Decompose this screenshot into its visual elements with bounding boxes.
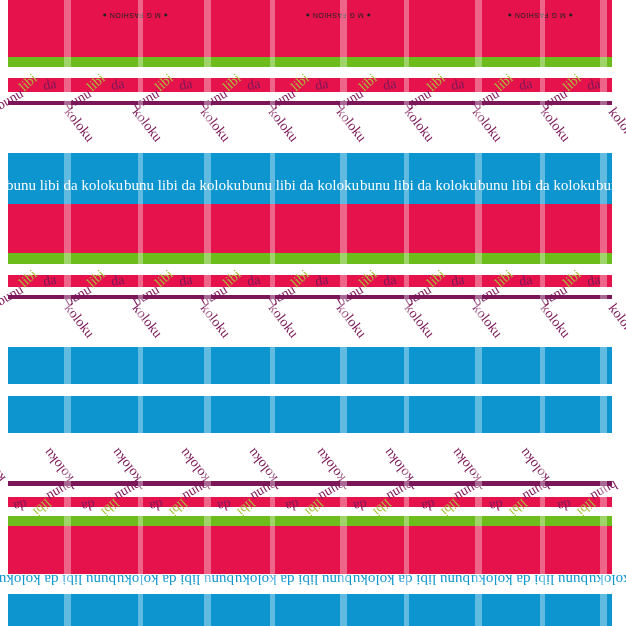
slogan-text: bunu libi da koloku [360, 178, 478, 194]
purple-line [0, 101, 626, 105]
vertical-stripe [204, 0, 211, 626]
zigzag-word: koloku [245, 445, 281, 485]
zigzag-word: da [148, 496, 164, 513]
red-band [0, 204, 626, 253]
zigzag-word: da [284, 496, 300, 513]
zigzag-word: koloku [197, 105, 233, 145]
zigzag-word: koloku [129, 301, 165, 341]
zigzag-word: da [488, 496, 504, 513]
slogan-text: bunu libi da koloku [352, 571, 470, 587]
zigzag-word: da [246, 77, 262, 94]
zigzag-word: da [12, 496, 28, 513]
brand-label: ● M G FASHION ● [102, 11, 168, 18]
green-band [0, 253, 626, 264]
brand-label: ● M G FASHION ● [507, 11, 573, 18]
blue-band [0, 153, 626, 204]
vertical-stripe [540, 0, 545, 626]
vertical-stripe [404, 0, 409, 626]
zigzag-word: da [382, 77, 398, 94]
vertical-stripe [64, 0, 71, 626]
zigzag-word: koloku [333, 105, 369, 145]
zigzag-word: da [42, 273, 58, 290]
zigzag-word: da [314, 77, 330, 94]
zigzag-word: da [450, 77, 466, 94]
zigzag-word: da [178, 77, 194, 94]
red-band [0, 526, 626, 574]
blue-band [0, 594, 626, 626]
zigzag-word: da [178, 273, 194, 290]
zigzag-word: koloku [469, 301, 505, 341]
right-margin [612, 0, 626, 626]
slogan-text: bunu libi da koloku [596, 178, 626, 194]
zigzag-word: koloku [381, 445, 417, 485]
blue-band [0, 396, 626, 433]
vertical-sheer-stripes [64, 0, 607, 626]
zigzag-word: da [246, 273, 262, 290]
zigzag-word: da [382, 273, 398, 290]
blue-band [0, 347, 626, 384]
vertical-stripe [475, 0, 482, 626]
red-thin-band [0, 497, 626, 507]
brand-label: ● M G FASHION ● [305, 11, 371, 18]
slogan-text: bunu libi da koloku [0, 571, 116, 587]
zigzag-word: da [556, 496, 572, 513]
slogan-text: bunu libi da koloku [124, 178, 242, 194]
slogan-text: bunu libi da koloku [478, 178, 596, 194]
vertical-stripe [340, 0, 347, 626]
zigzag-word: koloku [333, 301, 369, 341]
zigzag-word: da [42, 77, 58, 94]
left-margin [0, 0, 8, 626]
vertical-stripe [600, 0, 607, 626]
vertical-stripe [270, 0, 275, 626]
slogan-band-2: bunu libi da koloku bunu libi da koloku bu… [0, 571, 626, 587]
zigzag-word: da [586, 273, 602, 290]
slogan-text: bunu libi da koloku [6, 178, 124, 194]
slogan-text: bunu libi da koloku [234, 571, 352, 587]
purple-line [0, 481, 626, 486]
zigzag-word: da [110, 77, 126, 94]
green-band [0, 57, 626, 67]
slogan-text: bunu libi da koloku [470, 571, 588, 587]
zigzag-word: da [314, 273, 330, 290]
slogan-text: bunu libi da koloku [116, 571, 234, 587]
slogan-text: bunu libi da koloku [242, 178, 360, 194]
green-band [0, 516, 626, 526]
red-band [0, 0, 626, 57]
red-thin-band [0, 78, 626, 92]
zigzag-word: da [518, 273, 534, 290]
red-thin-band [0, 275, 626, 287]
zigzag-word: koloku [469, 105, 505, 145]
slogan-text: bunu libi da koloku [588, 571, 626, 587]
vertical-stripe [138, 0, 143, 626]
zigzag-word: da [110, 273, 126, 290]
zigzag-word: da [450, 273, 466, 290]
purple-line [0, 295, 626, 299]
slogan-band-1: bunu libi da koloku bunu libi da koloku bu… [6, 178, 626, 194]
zigzag-word: da [352, 496, 368, 513]
zigzag-word: koloku [517, 445, 553, 485]
zigzag-word: da [586, 77, 602, 94]
zigzag-word: da [80, 496, 96, 513]
zigzag-word: da [420, 496, 436, 513]
zigzag-word: koloku [41, 445, 77, 485]
zigzag-word: koloku [197, 301, 233, 341]
brand-label-row: ● M G FASHION ● ● M G FASHION ● ● M G FASH… [102, 11, 573, 18]
zigzag-word: da [518, 77, 534, 94]
zigzag-word: da [216, 496, 232, 513]
zigzag-word: koloku [129, 105, 165, 145]
